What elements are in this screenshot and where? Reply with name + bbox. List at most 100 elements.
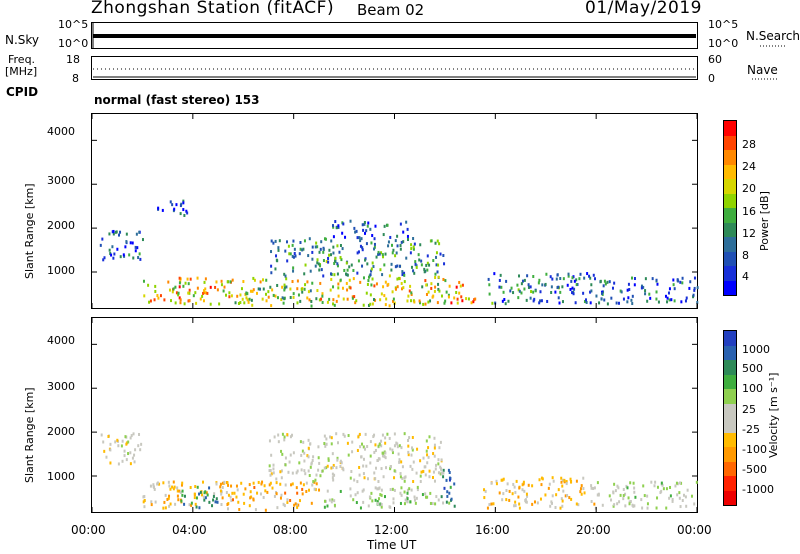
power-cell: [532, 299, 535, 303]
power-cell: [575, 278, 578, 282]
power-cell: [396, 285, 399, 289]
power-cell: [216, 288, 219, 292]
power-cell: [245, 292, 248, 296]
power-cell: [430, 282, 433, 286]
xtick-3: 12:00: [374, 523, 409, 537]
power-cell: [520, 291, 523, 295]
power-cell: [129, 241, 132, 245]
velocity-cell: [221, 486, 224, 490]
velocity-cell: [198, 492, 201, 496]
power-cell: [248, 297, 251, 301]
velocity-cell: [391, 451, 394, 455]
power-cell: [195, 301, 198, 305]
velocity-cell: [357, 435, 360, 439]
velocity-cell: [414, 501, 417, 505]
velocity-cell: [411, 446, 414, 450]
power-cbar-tick-16: 16: [742, 205, 756, 218]
velocity-cell: [502, 477, 505, 481]
velocity-cell: [291, 471, 294, 475]
velocity-cell: [424, 473, 427, 477]
velocity-cell: [433, 446, 436, 450]
velocity-cell: [358, 465, 361, 469]
power-cell: [412, 245, 415, 249]
velocity-cell: [259, 492, 262, 496]
power-cell: [455, 290, 458, 294]
power-cell: [229, 280, 232, 284]
velocity-cell: [426, 453, 429, 457]
power-cell: [296, 287, 299, 291]
velocity-cell: [548, 482, 551, 486]
power-cell: [599, 279, 602, 283]
power-cell: [311, 257, 314, 261]
power-cell: [529, 296, 532, 300]
velocity-cell: [314, 488, 317, 492]
velocity-cell: [171, 485, 174, 489]
velocity-cell: [613, 503, 616, 507]
power-cell: [549, 275, 552, 279]
velocity-cell: [225, 491, 228, 495]
nsearch-tick-top: 10^5: [708, 18, 739, 31]
velocity-cell: [403, 479, 406, 483]
velocity-cell: [561, 478, 564, 482]
power-cell: [555, 277, 558, 281]
velocity-cell: [376, 502, 379, 506]
velocity-cell: [393, 444, 396, 448]
power-cell: [467, 297, 470, 301]
power-cell: [183, 302, 186, 306]
power-cell: [359, 239, 362, 243]
velocity-cell: [374, 443, 377, 447]
power-cbar-segment: [724, 280, 736, 295]
velocity-colorbar: [723, 330, 737, 506]
velocity-cell: [433, 479, 436, 483]
power-cell: [406, 227, 409, 231]
power-cell: [356, 251, 359, 255]
velocity-cell: [284, 456, 287, 460]
power-cell: [249, 289, 252, 293]
velocity-cell: [376, 500, 379, 504]
power-cell: [183, 213, 186, 217]
velocity-cell: [492, 502, 495, 506]
velocity-cell: [240, 481, 243, 485]
velocity-ytick-2000: 2000: [47, 425, 75, 438]
power-cell: [223, 285, 226, 289]
velocity-cell: [408, 487, 411, 491]
power-cell: [394, 265, 397, 269]
nave-label: Nave: [747, 63, 778, 77]
power-cell: [442, 277, 445, 281]
velocity-cell: [269, 469, 272, 473]
power-cell: [202, 289, 205, 293]
power-cell: [367, 279, 370, 283]
velocity-cell: [319, 474, 322, 478]
cpid-label: CPID: [6, 85, 39, 99]
power-cell: [420, 263, 423, 267]
velocity-cell: [326, 504, 329, 508]
power-cell: [681, 276, 684, 280]
power-cell: [220, 283, 223, 287]
power-cell: [409, 251, 412, 255]
velocity-cell: [140, 442, 143, 446]
power-cell: [157, 206, 160, 210]
velocity-cell: [669, 485, 672, 489]
power-cell: [302, 247, 305, 251]
velocity-cell: [563, 478, 566, 482]
velocity-cell: [616, 502, 619, 506]
velocity-cell: [654, 480, 657, 484]
power-cell: [589, 301, 592, 305]
power-cell: [252, 276, 255, 280]
velocity-cell: [286, 498, 289, 502]
power-cell: [113, 252, 116, 256]
velocity-cell: [403, 490, 406, 494]
power-cell: [488, 283, 491, 287]
power-cell: [434, 285, 437, 289]
velocity-cell: [356, 448, 359, 452]
velocity-cbar-tick-1000: 1000: [742, 343, 770, 356]
power-cell: [141, 238, 144, 242]
velocity-cell: [583, 491, 586, 495]
velocity-cell: [270, 453, 273, 457]
velocity-cell: [498, 491, 501, 495]
velocity-cell: [195, 496, 198, 500]
velocity-cell: [326, 464, 329, 468]
velocity-cell: [435, 495, 438, 499]
velocity-cell: [102, 440, 105, 444]
velocity-cell: [205, 491, 208, 495]
